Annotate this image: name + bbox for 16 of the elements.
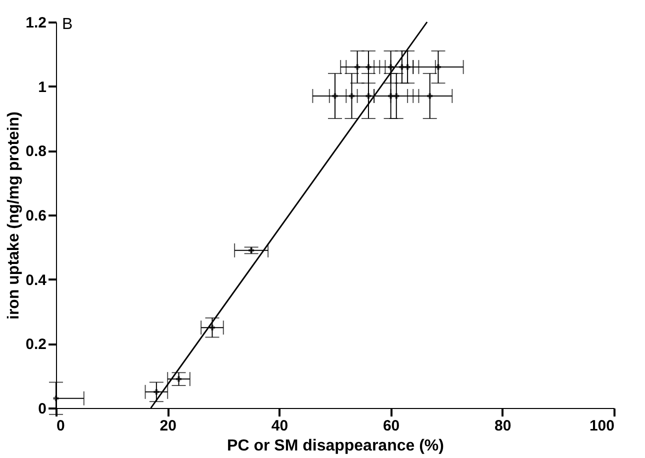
y-tick-label: 0.8 (26, 143, 46, 160)
x-axis-title: PC or SM disappearance (%) (227, 438, 444, 454)
x-tick-label: 80 (494, 418, 512, 434)
y-tick-label: 1.2 (26, 14, 46, 32)
y-tick-label: 1 (38, 78, 46, 96)
annotation: B (62, 16, 73, 33)
y-axis-title: iron uptake (ng/mg protein) (6, 112, 23, 320)
y-tick-label: 0.6 (26, 208, 46, 224)
x-tick-label: 60 (382, 418, 400, 434)
x-tick-label: 0 (56, 418, 65, 434)
y-tick-label: 0.2 (26, 336, 46, 354)
x-tick-label: 20 (160, 418, 176, 434)
x-tick-label: 40 (271, 418, 288, 434)
y-tick-label: 0 (38, 400, 46, 418)
x-tick-label: 100 (589, 418, 614, 434)
y-tick-label: 0.4 (26, 272, 48, 289)
